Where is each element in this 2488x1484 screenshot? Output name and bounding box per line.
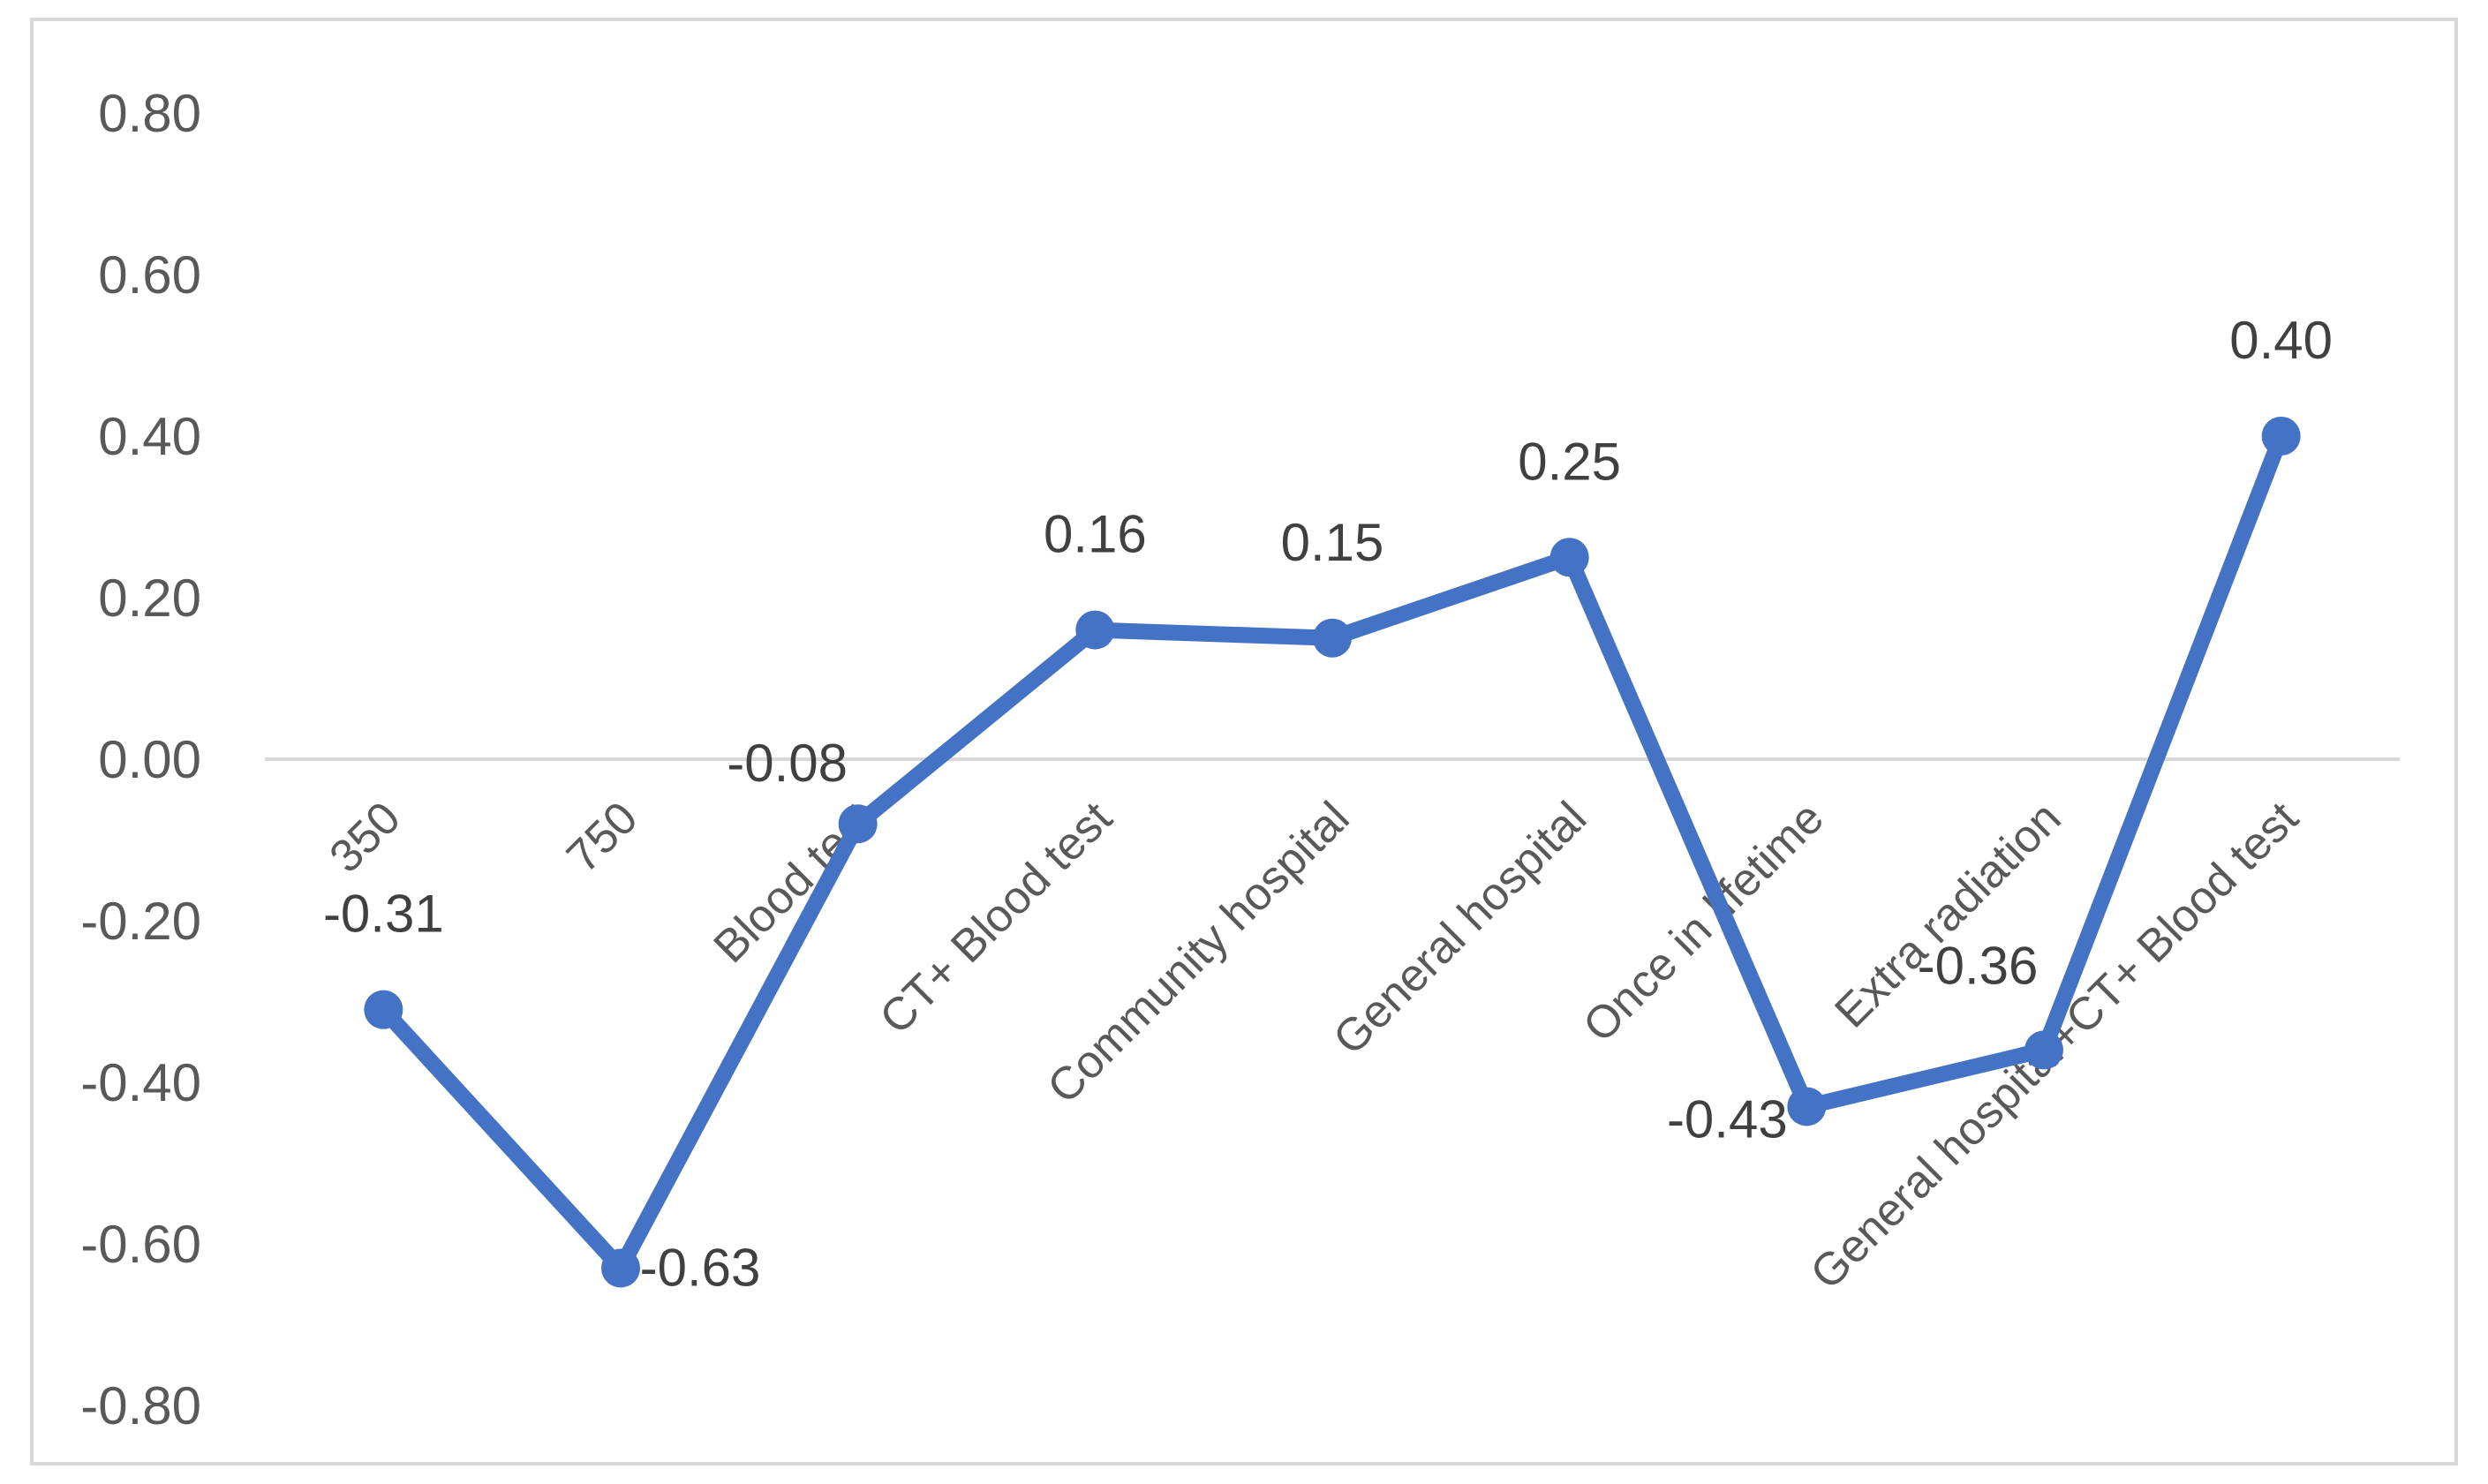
data-point-marker	[601, 1248, 640, 1288]
data-label: -0.08	[727, 734, 848, 793]
y-tick-label: 0.80	[98, 84, 201, 143]
data-label: -0.63	[640, 1238, 761, 1297]
y-axis: 0.80 0.60 0.40 0.20 0.00 -0.20 -0.40 -0.60 -0.80	[80, 84, 201, 1435]
data-label: 0.40	[2229, 311, 2333, 370]
data-point-marker	[838, 804, 878, 844]
series-group	[364, 417, 2301, 1288]
y-tick-label: 0.60	[98, 245, 201, 305]
data-label: 0.15	[1281, 513, 1384, 572]
data-label: 0.25	[1518, 432, 1621, 491]
data-point-marker	[1313, 618, 1352, 658]
chart-frame	[30, 18, 2458, 1465]
y-tick-label: -0.60	[80, 1215, 201, 1274]
data-point-marker	[364, 990, 403, 1029]
y-tick-label: 0.00	[98, 730, 201, 789]
y-tick-label: -0.20	[80, 892, 201, 951]
data-point-marker	[2024, 1030, 2063, 1070]
data-label: -0.36	[1918, 936, 2039, 995]
data-point-marker	[1787, 1087, 1827, 1126]
y-tick-label: 0.40	[98, 407, 201, 466]
y-tick-label: -0.80	[80, 1376, 201, 1435]
data-point-marker	[1075, 610, 1115, 650]
y-tick-label: 0.20	[98, 569, 201, 628]
data-labels: -0.31 -0.63 -0.08 0.16 0.15 0.25 -0.43 -0.36 0.4…	[323, 311, 2333, 1297]
data-label: 0.16	[1044, 505, 1147, 564]
data-point-marker	[2261, 417, 2301, 456]
data-label: -0.43	[1667, 1089, 1788, 1149]
y-tick-label: -0.40	[80, 1053, 201, 1112]
data-label: -0.31	[323, 885, 444, 944]
data-point-marker	[1549, 538, 1589, 577]
